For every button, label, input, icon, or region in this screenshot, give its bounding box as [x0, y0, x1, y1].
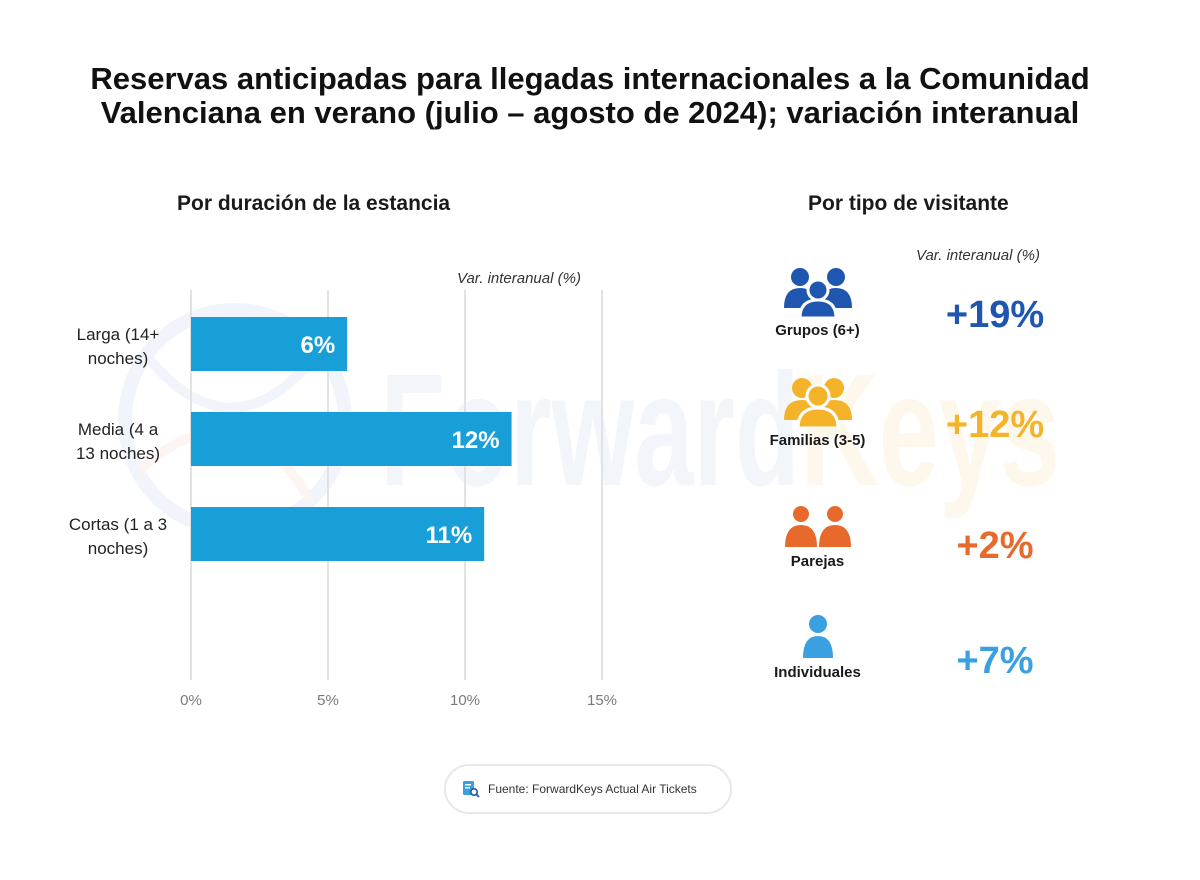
category-label: Cortas (1 a 3 noches) [69, 515, 167, 558]
left-panel-title: Por duración de la estancia [177, 192, 451, 215]
bar [191, 507, 485, 561]
visitor-individual-label: Individuales [774, 664, 861, 681]
chart-title: Reservas anticipadas para llegadas inter… [0, 62, 1180, 130]
right-panel-title: Por tipo de visitante [808, 192, 1009, 215]
category-label-line: Cortas (1 a 3 [69, 515, 167, 534]
group-icon [783, 268, 852, 318]
chart-title-line2: Valenciana en verano (julio – agosto de … [100, 95, 1080, 130]
bar [191, 317, 348, 371]
x-tick-label: 0% [180, 692, 202, 709]
visitor-group: Grupos (6+) [750, 266, 885, 339]
visitor-group-label: Grupos (6+) [775, 322, 860, 339]
category-label-line: Larga (14+ [77, 325, 160, 344]
document-search-icon [463, 781, 480, 798]
visitor-family-value: +12% [945, 404, 1045, 446]
category-label: Larga (14+ noches) [77, 325, 160, 368]
bar-data-label: 12% [452, 427, 500, 454]
person-icon [802, 615, 833, 658]
x-tick-label: 5% [317, 692, 339, 709]
source-badge: Fuente: ForwardKeys Actual Air Tickets [444, 764, 732, 814]
bar-data-label: 6% [300, 332, 335, 359]
family-icon [783, 378, 852, 428]
category-label-line: noches) [88, 539, 148, 558]
chart-title-line1: Reservas anticipadas para llegadas inter… [90, 61, 1090, 96]
category-label-line: Media (4 a [78, 420, 159, 439]
bar-data-label: 11% [425, 522, 472, 549]
left-axis-caption: Var. interanual (%) [457, 270, 581, 287]
visitor-couple-value: +2% [956, 525, 1034, 567]
visitor-couple: Parejas [750, 505, 885, 570]
visitor-family-label: Familias (3-5) [769, 432, 866, 449]
couple-icon [784, 506, 851, 547]
bar [191, 412, 512, 466]
x-tick-label: 10% [450, 692, 480, 709]
visitor-family: Familias (3-5) [750, 376, 885, 449]
source-text: Fuente: ForwardKeys Actual Air Tickets [488, 782, 697, 796]
visitor-individual-value: +7% [956, 640, 1034, 682]
category-label: Media (4 a 13 noches) [76, 420, 160, 463]
right-axis-caption: Var. interanual (%) [916, 247, 1040, 264]
duration-bar-chart: 0% 5% 10% 15% 6% Larga (14+ noches) 12% Media (4… [69, 290, 617, 709]
category-label-line: noches) [88, 349, 148, 368]
x-tick-label: 15% [587, 692, 617, 709]
visitor-individual: Individuales [750, 614, 885, 681]
visitor-group-value: +19% [945, 294, 1045, 336]
category-label-line: 13 noches) [76, 444, 160, 463]
visitor-couple-label: Parejas [790, 553, 845, 570]
